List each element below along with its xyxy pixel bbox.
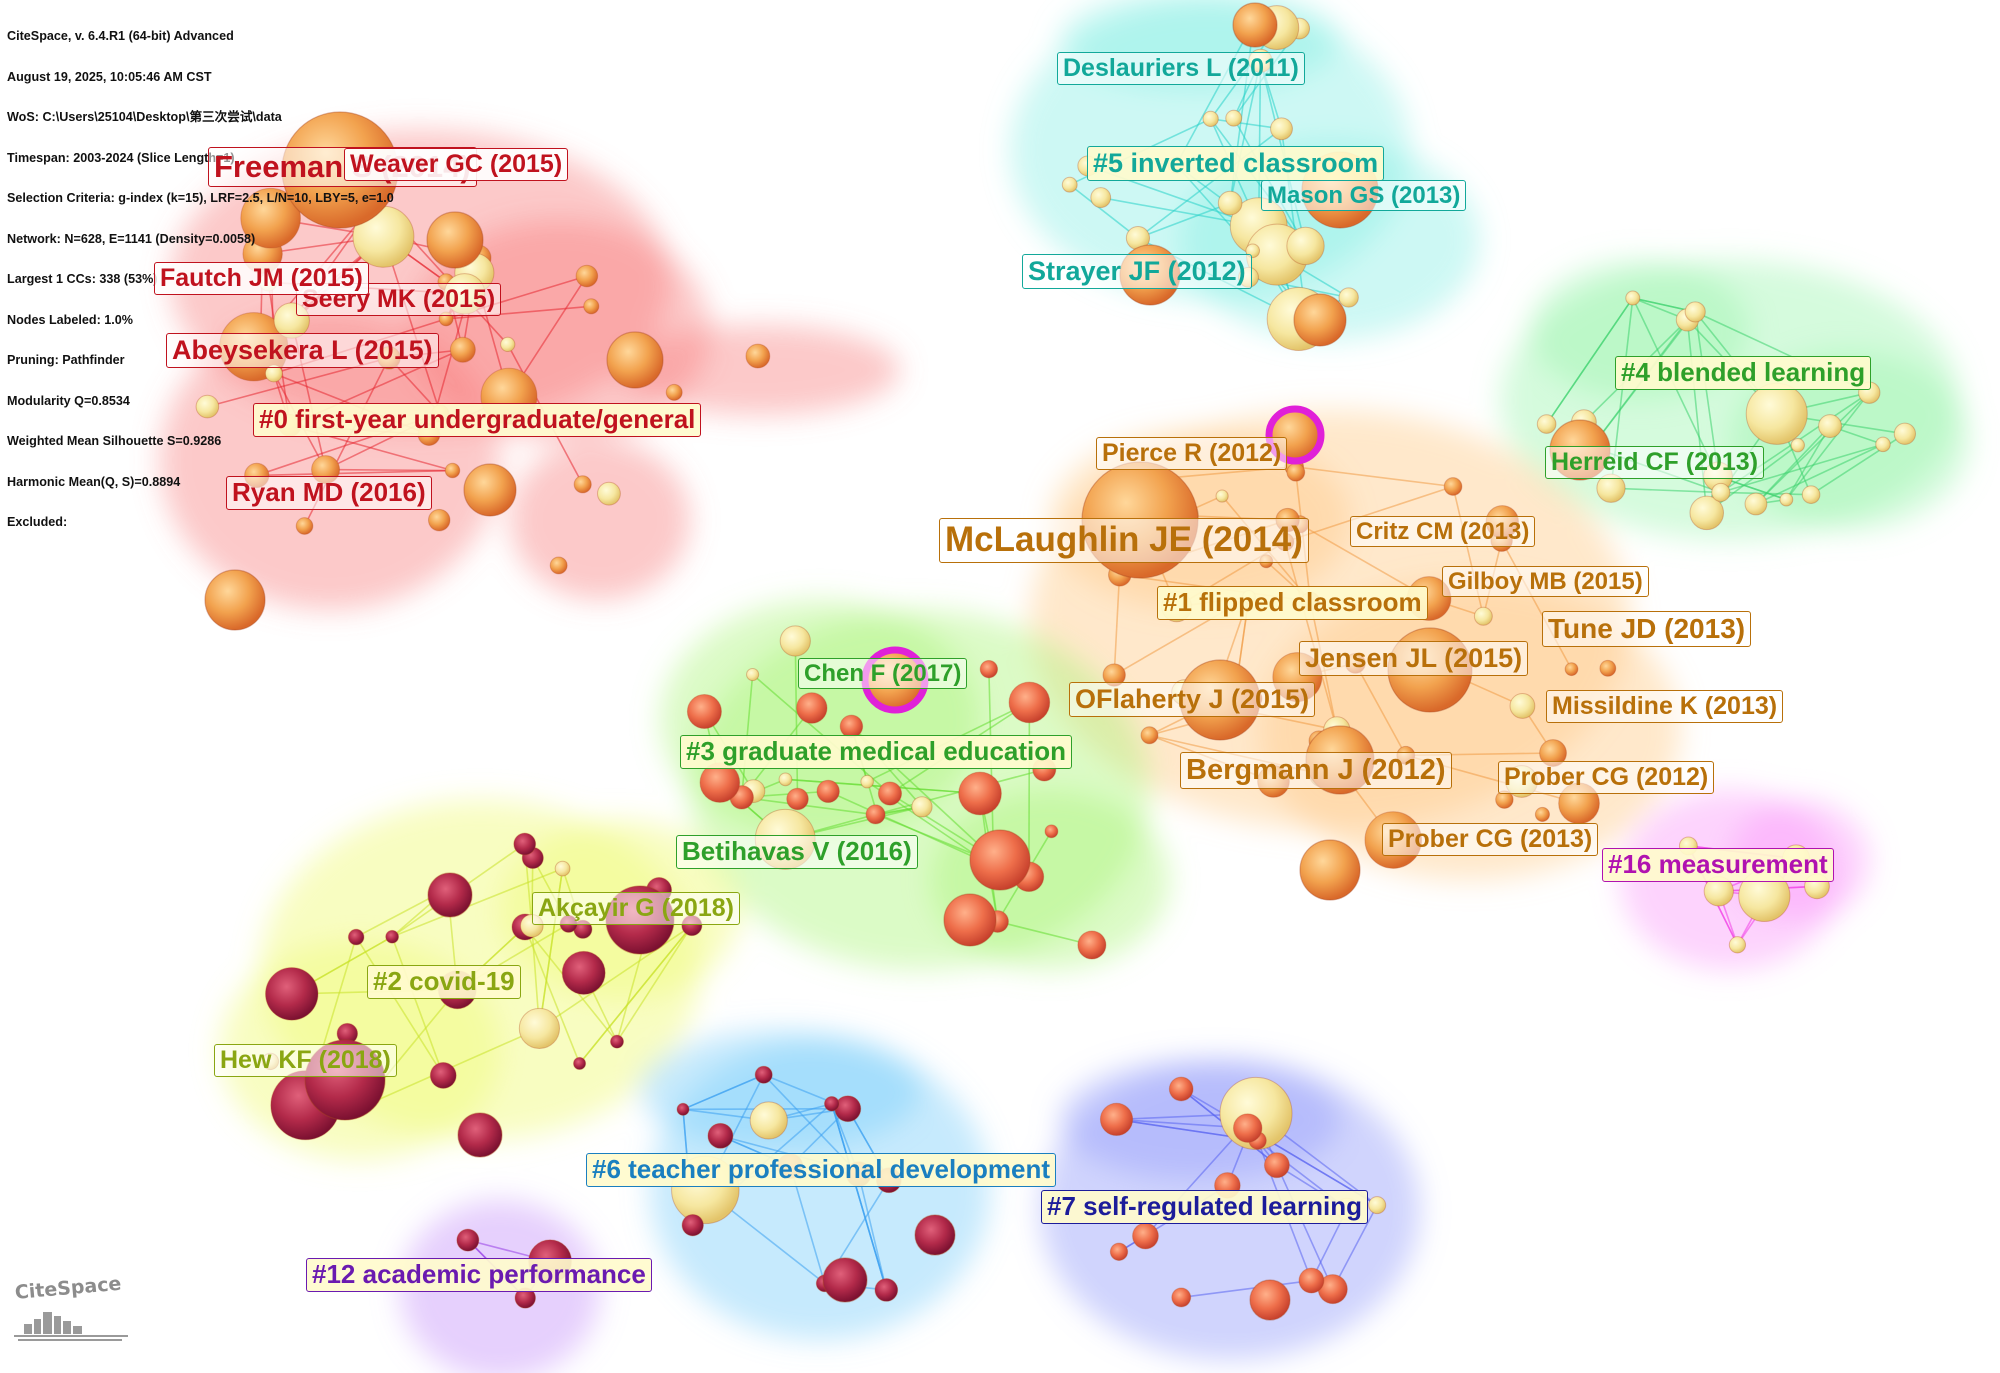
node-label-betihavas[interactable]: Betihavas V (2016)	[676, 835, 918, 869]
node-label-mason[interactable]: Mason GS (2013)	[1261, 180, 1467, 212]
node-label-critz[interactable]: Critz CM (2013)	[1350, 516, 1536, 548]
node-label-weaver[interactable]: Weaver GC (2015)	[344, 148, 569, 181]
node-label-ryan[interactable]: Ryan MD (2016)	[226, 476, 432, 510]
cluster-label-2[interactable]: #2 covid-19	[367, 965, 521, 999]
node-label-oflaherty[interactable]: OFlaherty J (2015)	[1069, 682, 1316, 717]
node-label-strayer[interactable]: Strayer JF (2012)	[1022, 254, 1252, 289]
node-label-gilboy[interactable]: Gilboy MB (2015)	[1442, 566, 1649, 598]
cluster-label-1[interactable]: #1 flipped classroom	[1157, 586, 1428, 620]
info-line: Pruning: Pathfinder	[7, 353, 125, 367]
info-line: CiteSpace, v. 6.4.R1 (64-bit) Advanced	[7, 29, 234, 43]
network-summary-info: CiteSpace, v. 6.4.R1 (64-bit) Advanced A…	[7, 3, 394, 557]
node-label-prober-2012[interactable]: Prober CG (2012)	[1498, 761, 1715, 794]
cluster-label-12[interactable]: #12 academic performance	[306, 1258, 652, 1292]
info-line: Excluded:	[7, 515, 68, 529]
info-line: Harmonic Mean(Q, S)=0.8894	[7, 474, 181, 489]
node-label-pierce[interactable]: Pierce R (2012)	[1096, 437, 1288, 470]
node-label-mclaughlin[interactable]: McLaughlin JE (2014)	[939, 518, 1309, 563]
cluster-label-7[interactable]: #7 self-regulated learning	[1041, 1190, 1368, 1224]
node-label-deslauriers[interactable]: Deslauriers L (2011)	[1057, 52, 1305, 85]
info-line: Network: N=628, E=1141 (Density=0.0058)	[7, 231, 256, 246]
node-label-bergmann[interactable]: Bergmann J (2012)	[1180, 752, 1452, 790]
node-label-tune[interactable]: Tune JD (2013)	[1542, 611, 1752, 648]
info-line: Nodes Labeled: 1.0%	[7, 312, 133, 327]
info-line: Weighted Mean Silhouette S=0.9286	[7, 434, 222, 448]
cluster-label-3[interactable]: #3 graduate medical education	[680, 735, 1073, 769]
info-line: WoS: C:\Users\25104\Desktop\第三次尝试\data	[7, 110, 282, 124]
node-label-akcayir[interactable]: Akçayir G (2018)	[532, 892, 740, 925]
info-line: August 19, 2025, 10:05:46 AM CST	[7, 69, 212, 84]
cluster-label-16[interactable]: #16 measurement	[1602, 848, 1834, 882]
node-label-prober-2013[interactable]: Prober CG (2013)	[1382, 823, 1599, 856]
node-label-fautch[interactable]: Fautch JM (2015)	[154, 262, 369, 295]
node-label-missildine[interactable]: Missildine K (2013)	[1546, 690, 1784, 723]
info-line: Modularity Q=0.8534	[7, 393, 130, 408]
node-label-jensen[interactable]: Jensen JL (2015)	[1299, 641, 1529, 676]
info-line: Largest 1 CCs: 338 (53%)	[7, 272, 158, 286]
cluster-label-6[interactable]: #6 teacher professional development	[586, 1153, 1057, 1187]
citespace-logo: CiteSpace	[10, 1273, 135, 1342]
cluster-label-5[interactable]: #5 inverted classroom	[1087, 146, 1385, 181]
cluster-label-0[interactable]: #0 first-year undergraduate/general	[253, 403, 702, 437]
logo-skyline-icon	[14, 1312, 128, 1341]
cluster-regions	[160, 0, 1970, 1373]
node-label-herreid[interactable]: Herreid CF (2013)	[1545, 446, 1765, 479]
node-label-chen[interactable]: Chen F (2017)	[798, 658, 968, 690]
cluster-label-4[interactable]: #4 blended learning	[1615, 356, 1872, 390]
node-label-abeysekera[interactable]: Abeysekera L (2015)	[166, 333, 439, 368]
info-line: Selection Criteria: g-index (k=15), LRF=…	[7, 191, 394, 205]
node-label-hew[interactable]: Hew KF (2018)	[214, 1044, 397, 1077]
